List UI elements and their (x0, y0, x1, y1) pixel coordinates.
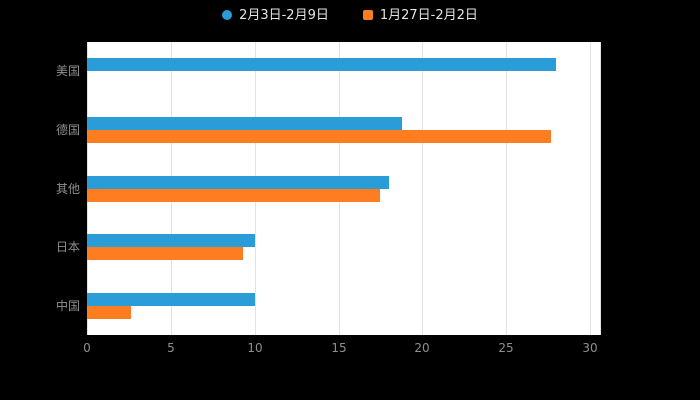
x-axis-label: 10 (247, 341, 263, 355)
gridline (600, 42, 601, 335)
gridline (506, 42, 507, 335)
bar-其他-series-1 (87, 189, 380, 202)
x-axis-label: 30 (582, 341, 598, 355)
y-axis-label: 德国 (55, 123, 80, 137)
x-axis-label: 0 (83, 341, 91, 355)
legend-marker-icon (222, 10, 233, 20)
legend: 2月3日-2月9日 1月27日-2月2日 (0, 6, 700, 24)
legend-item-1[interactable]: 1月27日-2月2日 (362, 7, 478, 23)
y-axis-label: 中国 (55, 299, 80, 313)
x-axis-label: 5 (167, 341, 175, 355)
gridline (590, 42, 591, 335)
bar-德国-series-1 (87, 130, 551, 143)
y-axis-label: 其他 (55, 182, 80, 196)
legend-item-label: 2月3日-2月9日 (239, 7, 329, 23)
legend-item-label: 1月27日-2月2日 (379, 7, 478, 23)
y-axis-label: 美国 (55, 64, 80, 78)
bar-美国-series-0 (87, 58, 556, 71)
x-axis-label: 20 (414, 341, 430, 355)
legend-item-0[interactable]: 2月3日-2月9日 (222, 9, 329, 22)
bar-中国-series-0 (87, 293, 255, 306)
x-axis-label: 15 (331, 341, 347, 355)
y-axis-label: 日本 (55, 240, 80, 254)
bar-德国-series-0 (87, 117, 402, 130)
legend-marker-icon (362, 10, 373, 20)
x-axis-label: 25 (498, 341, 514, 355)
gridline (422, 42, 423, 335)
plot-area (87, 42, 601, 335)
bar-日本-series-0 (87, 234, 255, 247)
bar-中国-series-1 (87, 306, 131, 319)
y-axis-labels: 美国德国其他日本中国 (0, 0, 80, 400)
bar-其他-series-0 (87, 176, 389, 189)
bar-日本-series-1 (87, 247, 243, 260)
